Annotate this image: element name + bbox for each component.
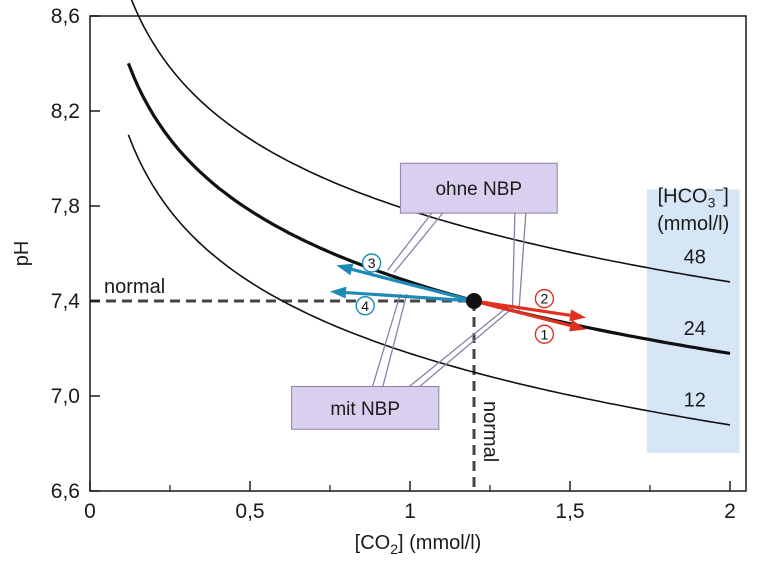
bicarbonate-title-sup: –: [715, 180, 723, 196]
x-axis-label-tail: ] (mmol/l): [398, 532, 481, 554]
x-axis-label: [CO2] (mmol/l): [355, 532, 482, 557]
leader-ohne-to-3-a: [387, 212, 433, 271]
x-tick-label: 1,5: [555, 500, 584, 523]
bicarbonate-panel: [646, 189, 740, 453]
y-tick-label: 7,8: [51, 195, 80, 218]
normal-vertical-label: normal: [479, 401, 501, 462]
arrows: [330, 263, 586, 332]
callout-box-ohne-nbp: [399, 162, 558, 214]
x-tick-label: 0: [84, 500, 96, 523]
arrow-2-head: [569, 309, 586, 322]
normal-point: [466, 293, 482, 309]
y-tick-label: 8,2: [51, 100, 80, 123]
arrow-1-shaft: [473, 299, 571, 328]
bicarbonate-unit: (mmol/l): [657, 213, 729, 235]
leader-ohne-to-3-b: [393, 212, 444, 273]
isopleth-labels: 48 24 12: [684, 247, 706, 412]
isopleth-label-48: 48: [684, 247, 706, 269]
x-tick-label: 1: [404, 500, 416, 523]
arrow-4-shaft: [345, 290, 475, 303]
isopleth-label-12: 12: [684, 390, 706, 412]
arrow-1-head: [569, 319, 586, 332]
callout-text-mit-nbp: mit NBP: [330, 399, 400, 420]
leader-mit-to-2-a: [408, 307, 507, 388]
arrow-1-number: 1: [541, 326, 549, 342]
bicarbonate-title-sub: 3: [708, 194, 716, 210]
arrow-2-number: 2: [541, 291, 549, 307]
isopleth-curve-12: [127, 134, 731, 426]
y-tick-label: 7,4: [51, 290, 81, 313]
callout-leader-lines: [371, 212, 527, 388]
leader-mit-to-2-b: [419, 307, 513, 387]
arrow-4-badge: [355, 296, 375, 316]
y-tick-label: 6,6: [51, 480, 80, 503]
y-tick-label: 8,6: [51, 5, 80, 28]
arrow-3-badge: [361, 253, 382, 273]
plot-frame: [89, 15, 747, 492]
arrow-3-shaft: [351, 267, 475, 303]
callouts: ohne NBP mit NBP: [291, 162, 558, 430]
arrow-2-badge: [534, 288, 555, 309]
bicarbonate-title-tail: ]: [723, 185, 729, 207]
y-axis: 6,6 7,0 7,4 7,8 8,2 8,6: [51, 5, 100, 503]
x-axis-label-sub: 2: [390, 541, 398, 557]
x-tick-label: 0,5: [235, 500, 264, 523]
leader-mit-to-4-a: [371, 293, 402, 387]
arrow-4-head: [330, 286, 347, 299]
y-tick-label: 7,0: [51, 385, 80, 408]
bicarbonate-title-main: [HCO: [658, 185, 708, 207]
callout-box-mit-nbp: [291, 386, 440, 430]
arrow-4-number: 4: [361, 298, 369, 314]
isopleth-curve-48: [130, 0, 731, 283]
arrow-2-shaft: [473, 299, 571, 317]
callout-text-ohne-nbp: ohne NBP: [435, 179, 522, 200]
y-axis-label: pH: [11, 241, 33, 267]
isopleth-label-24: 24: [684, 318, 706, 340]
normal-horizontal-label: normal: [104, 276, 165, 298]
arrow-number-badges: 1 2 3 4: [355, 253, 555, 344]
arrow-3-head: [336, 263, 354, 276]
x-tick-label: 2: [724, 500, 736, 523]
bicarbonate-title: [HCO3–]: [658, 180, 729, 210]
leader-ohne-to-1-b: [518, 213, 527, 313]
leader-ohne-to-1-a: [511, 213, 516, 311]
x-axis: 0 0,5 1 1,5 2: [84, 481, 736, 523]
leader-mit-to-4-b: [382, 293, 408, 387]
arrow-1-badge: [534, 324, 555, 344]
arrow-3-number: 3: [368, 255, 376, 271]
x-axis-label-main: [CO: [355, 532, 391, 554]
